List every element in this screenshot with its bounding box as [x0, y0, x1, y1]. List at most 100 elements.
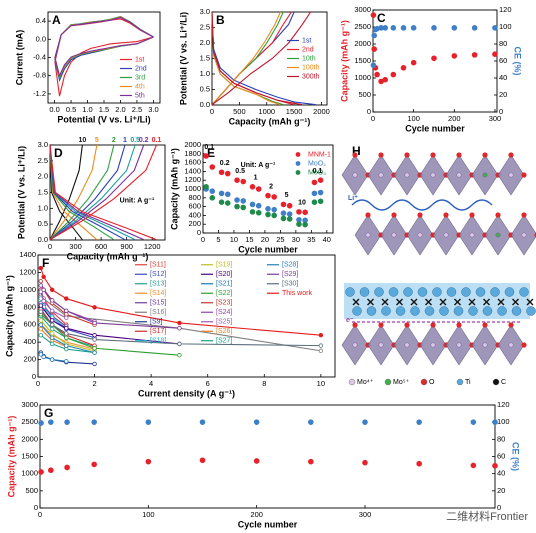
data-point — [91, 461, 97, 468]
data-point — [48, 467, 54, 474]
y-axis-label: Potential (V vs. Li⁺/Li) — [178, 12, 188, 105]
y-axis-label: Current (mA) — [14, 30, 24, 86]
y-tick-label: 0.5 — [200, 84, 210, 93]
data-point — [64, 335, 69, 340]
legend-label: MoO₃ — [308, 169, 326, 176]
legend-label: 300th — [302, 73, 320, 80]
oxygen-atom — [521, 342, 527, 348]
data-point — [38, 332, 44, 338]
x-tick-label: 300 — [359, 510, 372, 519]
data-point — [91, 419, 97, 425]
annotation: 0.1 — [204, 144, 214, 151]
y-tick-label: 600 — [188, 202, 201, 211]
panel-label: C — [377, 11, 386, 25]
data-point — [218, 199, 225, 206]
data-point — [271, 212, 277, 219]
legend-label: 5th — [135, 92, 145, 99]
y-tick-label: 0.0 — [38, 235, 48, 244]
series-line — [49, 144, 126, 241]
panel-label: G — [44, 406, 53, 420]
x-tick-label: 1200 — [144, 242, 161, 251]
data-point — [224, 170, 231, 177]
ti-atom — [403, 287, 413, 297]
x-tick-label: 200 — [250, 510, 263, 519]
data-point — [203, 153, 209, 159]
data-point — [240, 178, 247, 185]
x-tick-label: 8 — [262, 379, 266, 388]
data-point — [92, 305, 97, 310]
y-tick-label: 2.5 — [200, 22, 210, 31]
oxygen-atom — [443, 212, 449, 218]
legend-marker — [492, 378, 500, 386]
y-tick-label: 1.0 — [38, 203, 48, 212]
data-point — [416, 419, 422, 425]
x-tick-label: 6 — [206, 379, 210, 388]
data-point — [286, 202, 293, 209]
x-tick-label: 1.5 — [99, 105, 109, 114]
y2-tick-label: 60 — [497, 451, 505, 460]
data-point — [41, 354, 46, 360]
data-point — [38, 326, 44, 332]
data-point — [64, 343, 69, 348]
data-point — [390, 71, 397, 78]
data-point — [234, 197, 240, 203]
y-tick-label: 1600 — [184, 158, 201, 167]
oxygen-atom — [482, 152, 488, 158]
data-point — [265, 192, 271, 199]
x-tick-label: 4 — [149, 379, 153, 388]
legend-label: [S23] — [216, 300, 232, 307]
x-tick-label: 0 — [36, 379, 40, 388]
mo-atom — [378, 342, 384, 348]
data-point — [265, 206, 271, 212]
legend-label: [S19] — [216, 262, 232, 269]
data-point — [492, 25, 498, 31]
panel-label: D — [54, 146, 63, 160]
data-point — [92, 332, 97, 338]
x-tick-label: 5 — [216, 235, 220, 244]
data-point — [317, 177, 324, 184]
panel-label: H — [352, 144, 361, 158]
y-axis-label: Capacity (mAh g⁻¹) — [4, 275, 14, 357]
legend-label: 10th — [302, 55, 316, 62]
legend-label: [S20] — [216, 271, 232, 278]
data-point — [286, 216, 293, 222]
data-point — [199, 457, 206, 464]
c-atom — [367, 298, 374, 306]
data-point — [318, 343, 324, 348]
mo-atom — [430, 342, 436, 348]
data-point — [311, 179, 318, 186]
series-line — [40, 291, 67, 319]
series-line — [49, 144, 115, 241]
x-axis-label: Cycle number — [405, 123, 465, 133]
data-point — [92, 350, 97, 355]
ti-atom — [395, 306, 406, 316]
data-point — [38, 303, 44, 308]
ti-atom — [424, 306, 435, 316]
oxygen-atom — [521, 172, 527, 178]
series-line — [40, 308, 95, 347]
oxygen-atom — [378, 322, 384, 328]
data-point — [38, 420, 44, 426]
c-atom — [352, 298, 360, 306]
ti-atom — [504, 287, 515, 297]
data-point — [451, 25, 458, 31]
data-point — [38, 283, 44, 288]
ti-atom — [352, 306, 362, 316]
legend-label: C — [501, 379, 506, 386]
y-tick-label: 1.5 — [200, 53, 210, 62]
legend-label: [S27] — [216, 338, 232, 345]
legend-marker — [348, 378, 356, 386]
series-line — [40, 324, 95, 354]
y-tick-label: 600 — [23, 320, 36, 329]
x-tick-label: 0 — [48, 242, 52, 251]
mo-atom — [443, 232, 449, 238]
data-point — [177, 320, 182, 326]
data-point — [49, 335, 55, 340]
oxygen-atom — [365, 212, 371, 218]
series-line — [211, 15, 317, 106]
mo-atom — [495, 232, 501, 238]
ti-atom — [497, 306, 507, 316]
legend-label: [S9] — [150, 319, 163, 326]
series-label: 1 — [123, 137, 127, 144]
